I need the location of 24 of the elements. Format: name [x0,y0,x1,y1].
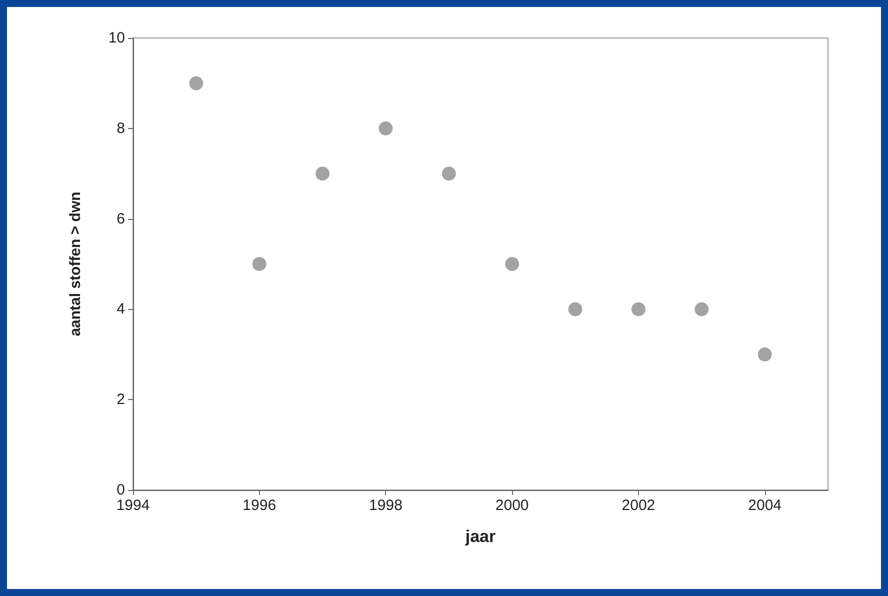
point [442,166,456,181]
point [568,302,582,316]
y-tick-label: 10 [108,30,125,46]
point [758,347,772,362]
x-tick-label: 2004 [748,497,782,514]
x-tick-label: 2000 [495,497,529,514]
point [316,166,330,181]
point [378,121,393,136]
x-axis-title: jaar [464,527,496,546]
point [694,302,709,316]
x-tick-label: 1994 [116,497,150,514]
y-axis-title: aantal stoffen > dwn [67,192,84,336]
point [189,76,204,90]
x-tick-label: 2002 [622,497,656,514]
x-tick-label: 1996 [242,497,276,514]
y-tick-label: 6 [116,210,125,228]
point [252,257,266,271]
y-tick-label: 8 [116,120,125,137]
point [505,257,520,271]
y-tick-label: 0 [116,482,125,498]
y-tick-label: 2 [116,391,125,408]
point [631,302,646,316]
x-tick-label: 1998 [369,497,402,514]
y-tick-label: 4 [116,300,125,318]
